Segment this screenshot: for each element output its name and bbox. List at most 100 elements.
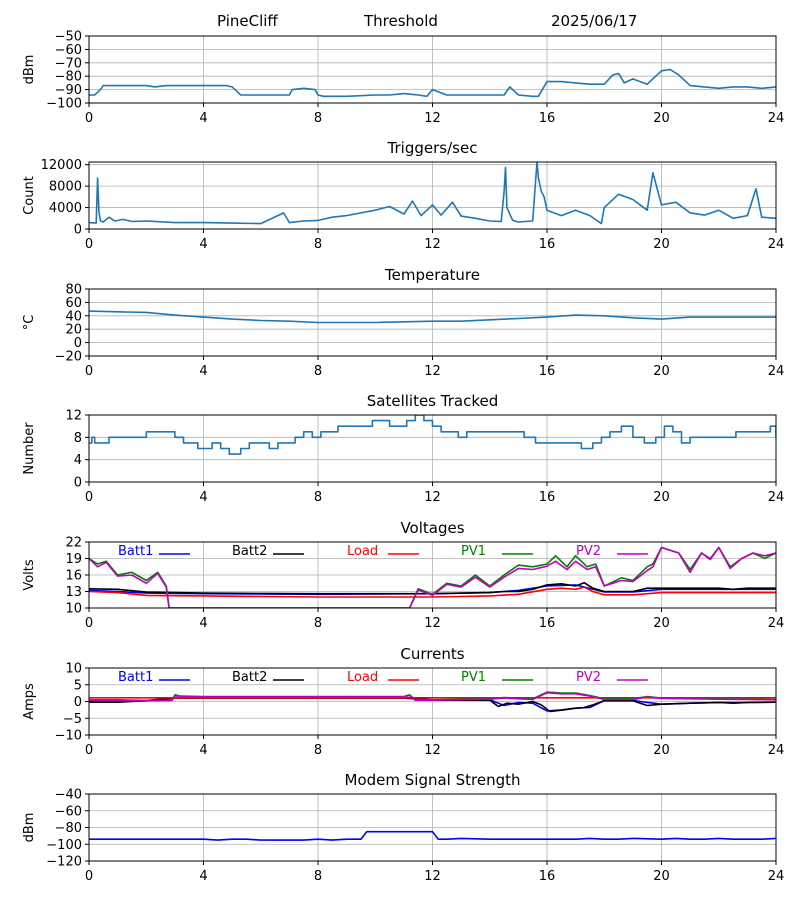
x-tick-label: 4 bbox=[199, 111, 207, 126]
x-tick-label: 8 bbox=[314, 616, 322, 631]
y-tick-label: −120 bbox=[46, 855, 82, 870]
y-tick-label: 20 bbox=[65, 323, 82, 338]
y-tick-label: 60 bbox=[65, 296, 82, 311]
x-tick-label: 4 bbox=[199, 743, 207, 758]
series-line-0-0 bbox=[89, 68, 776, 98]
x-tick-label: 12 bbox=[424, 616, 441, 631]
x-tick-label: 24 bbox=[768, 364, 785, 379]
header-mode: Threshold bbox=[364, 12, 438, 30]
y-tick-label: −50 bbox=[55, 30, 82, 45]
x-tick-label: 4 bbox=[199, 364, 207, 379]
y-tick-label: −20 bbox=[55, 350, 82, 365]
x-tick-label: 0 bbox=[85, 237, 93, 252]
legend-label-pv1: PV1 bbox=[461, 670, 486, 685]
x-tick-label: 8 bbox=[314, 869, 322, 884]
series-line-6-0 bbox=[89, 830, 776, 841]
x-tick-label: 12 bbox=[424, 364, 441, 379]
series-line-2-0 bbox=[89, 310, 776, 324]
series-line-batt2 bbox=[89, 581, 776, 595]
x-tick-label: 12 bbox=[424, 743, 441, 758]
y-tick-label: −10 bbox=[55, 729, 82, 744]
chart-title: Modem Signal Strength bbox=[345, 771, 521, 789]
chart-title: Temperature bbox=[384, 266, 480, 284]
x-tick-label: 12 bbox=[424, 869, 441, 884]
y-axis-label: Count bbox=[22, 176, 37, 215]
chart-panel-6: 0 4 8 12 16 20 24 −120 −100 −80 −60−40 Modem Signal… bbox=[22, 771, 784, 884]
x-tick-label: 0 bbox=[85, 869, 93, 884]
x-tick-label: 20 bbox=[653, 616, 670, 631]
y-axis-label: dBm bbox=[22, 813, 37, 843]
y-tick-label: −60 bbox=[55, 43, 82, 58]
x-tick-label: 20 bbox=[653, 237, 670, 252]
x-tick-label: 20 bbox=[653, 869, 670, 884]
y-axis-label: Amps bbox=[22, 683, 37, 720]
chart-panel-0: 0 4 8 12 16 20 24 −100−90−80−70−60−50 dBm bbox=[22, 30, 784, 127]
y-tick-label: 8000 bbox=[49, 180, 82, 195]
y-tick-label: −80 bbox=[55, 821, 82, 836]
chart-panel-1: 0 4 8 12 16 20 24 0 4000 8000 12000 Triggers/sec Cou… bbox=[22, 139, 784, 252]
x-tick-label: 20 bbox=[653, 743, 670, 758]
chart-panel-3: 0 4 8 12 16 20 24 0 4 8 12 Satellites Tracked Number bbox=[22, 392, 784, 505]
y-tick-label: 4000 bbox=[49, 201, 82, 216]
x-tick-label: 0 bbox=[85, 743, 93, 758]
chart-title: Currents bbox=[400, 645, 464, 663]
x-tick-label: 24 bbox=[768, 869, 785, 884]
x-tick-label: 24 bbox=[768, 743, 785, 758]
y-tick-label: −90 bbox=[55, 83, 82, 98]
x-tick-label: 24 bbox=[768, 237, 785, 252]
y-tick-label: 16 bbox=[65, 569, 82, 584]
chart-panel-5: 0 4 8 12 16 20 24 −10 −5 0 510 Currents Amps Batt1 Bat… bbox=[22, 645, 784, 758]
legend-label-batt1: Batt1 bbox=[118, 544, 153, 559]
x-tick-label: 8 bbox=[314, 237, 322, 252]
y-axis-label: °C bbox=[22, 315, 37, 331]
x-tick-label: 16 bbox=[539, 869, 556, 884]
x-tick-label: 8 bbox=[314, 490, 322, 505]
x-tick-label: 16 bbox=[539, 237, 556, 252]
y-tick-label: −40 bbox=[55, 788, 82, 803]
x-tick-label: 16 bbox=[539, 743, 556, 758]
legend-label-batt1: Batt1 bbox=[118, 670, 153, 685]
y-axis-label: dBm bbox=[22, 55, 37, 85]
legend-label-batt2: Batt2 bbox=[232, 544, 267, 559]
y-tick-label: −60 bbox=[55, 804, 82, 819]
legend-label-pv1: PV1 bbox=[461, 544, 486, 559]
x-tick-label: 4 bbox=[199, 237, 207, 252]
x-tick-label: 20 bbox=[653, 111, 670, 126]
series-line-load bbox=[89, 586, 776, 598]
y-tick-label: 0 bbox=[74, 223, 82, 238]
x-tick-label: 20 bbox=[653, 490, 670, 505]
x-tick-label: 16 bbox=[539, 364, 556, 379]
series-line-1-0 bbox=[89, 162, 776, 225]
y-tick-label: 5 bbox=[74, 678, 82, 693]
x-tick-label: 4 bbox=[199, 616, 207, 631]
chart-title: Triggers/sec bbox=[387, 139, 478, 157]
series-line-pv2 bbox=[89, 692, 776, 702]
x-tick-label: 20 bbox=[653, 364, 670, 379]
x-tick-label: 4 bbox=[199, 490, 207, 505]
x-tick-label: 16 bbox=[539, 111, 556, 126]
y-axis-label: Volts bbox=[22, 559, 37, 591]
y-tick-label: 13 bbox=[65, 585, 82, 600]
y-tick-label: 0 bbox=[74, 476, 82, 491]
series-line-pv2 bbox=[89, 546, 776, 608]
chart-title: Voltages bbox=[400, 519, 464, 537]
x-tick-label: 12 bbox=[424, 237, 441, 252]
legend-label-pv2: PV2 bbox=[576, 670, 601, 685]
x-tick-label: 0 bbox=[85, 364, 93, 379]
x-tick-label: 0 bbox=[85, 616, 93, 631]
header-station: PineCliff bbox=[217, 12, 278, 30]
y-tick-label: 22 bbox=[65, 536, 82, 551]
y-tick-label: 10 bbox=[65, 662, 82, 677]
chart-title: Satellites Tracked bbox=[367, 392, 498, 410]
y-tick-label: 0 bbox=[74, 695, 82, 710]
y-tick-label: −70 bbox=[55, 56, 82, 71]
x-tick-label: 8 bbox=[314, 111, 322, 126]
legend-label-batt2: Batt2 bbox=[232, 670, 267, 685]
x-tick-label: 8 bbox=[314, 743, 322, 758]
x-tick-label: 0 bbox=[85, 111, 93, 126]
x-tick-label: 12 bbox=[424, 111, 441, 126]
legend-label-load: Load bbox=[347, 544, 378, 559]
